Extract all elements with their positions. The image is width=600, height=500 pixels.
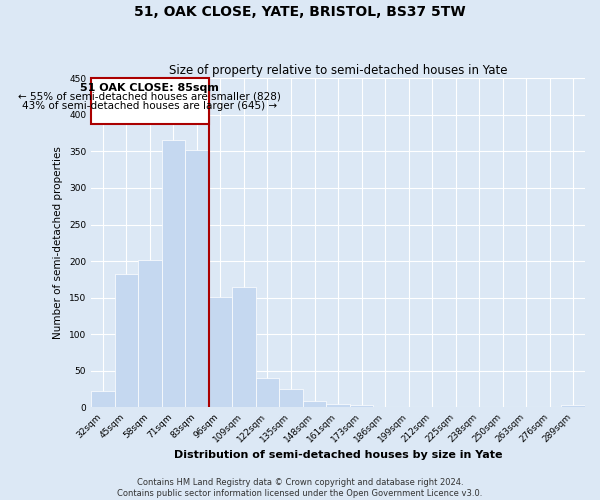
X-axis label: Distribution of semi-detached houses by size in Yate: Distribution of semi-detached houses by …: [174, 450, 502, 460]
Bar: [209, 297, 232, 408]
Bar: [562, 406, 585, 407]
Title: Size of property relative to semi-detached houses in Yate: Size of property relative to semi-detach…: [169, 64, 507, 77]
Bar: [279, 389, 303, 407]
Bar: [350, 406, 373, 407]
Bar: [326, 404, 350, 407]
Bar: [232, 288, 256, 408]
Bar: [161, 140, 185, 407]
Bar: [138, 260, 161, 408]
Bar: [115, 274, 138, 407]
Bar: [91, 392, 115, 407]
Text: 51, OAK CLOSE, YATE, BRISTOL, BS37 5TW: 51, OAK CLOSE, YATE, BRISTOL, BS37 5TW: [134, 5, 466, 19]
FancyBboxPatch shape: [91, 78, 209, 124]
Y-axis label: Number of semi-detached properties: Number of semi-detached properties: [53, 146, 64, 340]
Bar: [185, 150, 209, 407]
Text: ← 55% of semi-detached houses are smaller (828): ← 55% of semi-detached houses are smalle…: [19, 92, 281, 102]
Text: Contains HM Land Registry data © Crown copyright and database right 2024.
Contai: Contains HM Land Registry data © Crown c…: [118, 478, 482, 498]
Bar: [303, 401, 326, 407]
Bar: [256, 378, 279, 408]
Text: 43% of semi-detached houses are larger (645) →: 43% of semi-detached houses are larger (…: [22, 101, 277, 111]
Text: 51 OAK CLOSE: 85sqm: 51 OAK CLOSE: 85sqm: [80, 82, 220, 92]
